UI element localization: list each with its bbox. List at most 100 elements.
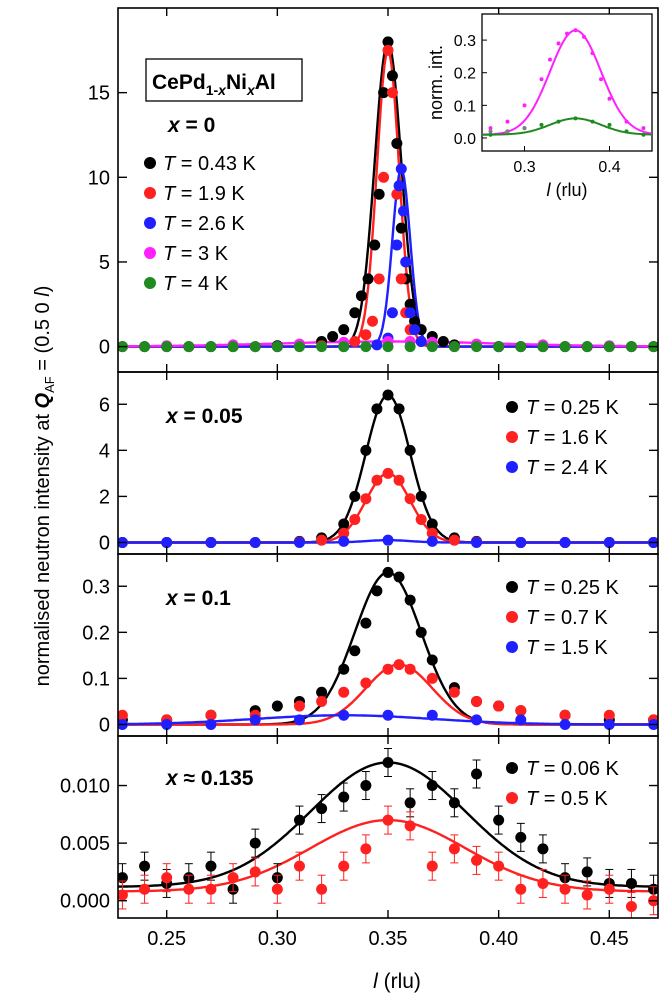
data-point [338, 791, 350, 803]
y-tick-label: 0.1 [82, 668, 110, 690]
legend-marker [144, 247, 156, 259]
inset-point [522, 103, 527, 108]
data-point [493, 700, 505, 712]
inset-x-tick-label: 0.3 [513, 159, 535, 176]
data-point [471, 695, 483, 707]
inset-y-tick-label: 0.0 [454, 131, 476, 148]
inset-point [548, 57, 552, 62]
data-point [362, 273, 374, 285]
legend: T = 0.25 K T = 0.7 K T = 1.5 K [506, 577, 619, 659]
inset-point [607, 122, 612, 127]
data-point [355, 290, 367, 302]
data-point [371, 339, 383, 351]
data-point [391, 239, 403, 251]
data-point [404, 594, 416, 606]
data-point [386, 307, 398, 319]
data-point [371, 403, 383, 415]
data-point [205, 341, 217, 353]
y-tick-label: 4 [99, 440, 110, 462]
data-point [391, 188, 403, 200]
data-point [404, 307, 416, 319]
y-tick-label: 10 [88, 167, 110, 189]
data-point [316, 883, 328, 895]
data-point [205, 860, 217, 872]
compound-label: CePd1-xNixAl [145, 58, 303, 102]
data-point [360, 780, 372, 792]
data-point [118, 889, 128, 901]
legend-marker [506, 762, 518, 774]
data-point [515, 714, 527, 726]
y-tick-label: 6 [99, 394, 110, 416]
data-point [338, 686, 350, 698]
data-point [400, 256, 412, 268]
data-point [249, 536, 261, 548]
data-point [316, 534, 328, 546]
data-point [338, 324, 350, 336]
data-point [559, 341, 571, 353]
data-point [559, 718, 571, 730]
legend-marker [506, 461, 518, 473]
inset-point [539, 122, 544, 127]
data-point [316, 803, 328, 815]
data-point [395, 222, 407, 234]
data-point [316, 341, 328, 353]
legend-label: T = 2.4 K [526, 457, 608, 479]
data-point [603, 536, 615, 548]
inset-y-tick-label: 0.1 [454, 98, 476, 115]
data-point [393, 571, 405, 583]
data-point [537, 341, 549, 353]
data-point [581, 866, 593, 878]
data-point [397, 205, 409, 217]
data-point [183, 883, 195, 895]
data-point [415, 490, 427, 502]
data-point [139, 883, 151, 895]
data-point [515, 705, 527, 717]
y-axis-label: normalised neutron intensity at QAF = (0… [32, 286, 57, 687]
data-point [404, 444, 416, 456]
legend-label: T = 1.5 K [526, 637, 608, 659]
data-point [118, 872, 128, 884]
data-point [293, 341, 305, 353]
y-tick-label: 2 [99, 486, 110, 508]
data-point [360, 329, 372, 341]
data-point [271, 341, 283, 353]
legend-marker [144, 277, 156, 289]
data-point [393, 474, 405, 486]
inset-point [505, 119, 510, 124]
legend-marker [144, 187, 156, 199]
legend-label: T = 0.7 K [526, 607, 608, 629]
data-point [537, 843, 549, 855]
data-point [559, 709, 571, 721]
inset-x-tick-label: 0.4 [598, 159, 620, 176]
legend-marker [506, 611, 518, 623]
x-axis-label: l (rlu) [373, 970, 421, 993]
data-point [205, 883, 217, 895]
data-point [349, 645, 361, 657]
inset-point [599, 77, 603, 82]
x-tick-label: 0.45 [590, 928, 629, 950]
data-point [293, 860, 305, 872]
data-points [118, 36, 658, 353]
inset-point [505, 129, 510, 134]
data-point [515, 341, 527, 353]
data-point [205, 536, 217, 548]
data-point [426, 672, 438, 684]
data-point [404, 820, 416, 832]
legend: T = 0.06 K T = 0.5 K [506, 758, 619, 810]
data-point [161, 872, 173, 884]
data-point [316, 686, 328, 698]
data-point [448, 341, 460, 353]
data-point [378, 87, 390, 99]
data-point [338, 518, 350, 530]
data-point [625, 341, 637, 353]
compound-box [145, 58, 303, 102]
data-point [249, 866, 261, 878]
legend-marker [506, 792, 518, 804]
data-point [395, 273, 407, 285]
data-point [161, 536, 173, 548]
data-points [118, 389, 658, 548]
panel-label: x ≈ 0.135 [165, 767, 254, 790]
